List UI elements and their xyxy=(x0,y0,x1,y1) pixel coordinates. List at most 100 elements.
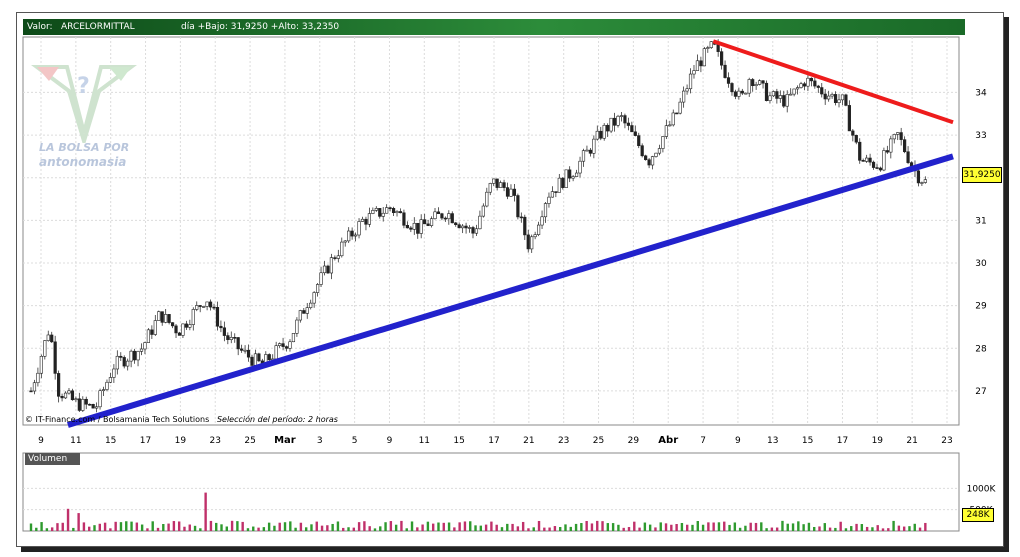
candle-body xyxy=(316,284,320,293)
candle-body xyxy=(353,234,358,237)
volume-bar xyxy=(818,526,821,531)
candle-body xyxy=(281,343,285,347)
candle-body xyxy=(295,319,299,334)
volume-bar xyxy=(93,525,96,531)
candle-body xyxy=(840,94,845,101)
candle-body xyxy=(195,305,199,310)
candle-body xyxy=(530,236,534,250)
volume-bar xyxy=(500,527,504,531)
candle-body xyxy=(554,191,558,193)
candle-body xyxy=(509,188,513,197)
volume-bar xyxy=(823,523,826,531)
credits-period: Selección del período: 2 horas xyxy=(216,415,338,424)
candle-body xyxy=(499,182,503,188)
candle-body xyxy=(761,80,765,84)
x-tick-label: 29 xyxy=(628,436,640,446)
x-tick-label: Abr xyxy=(658,435,678,446)
candle-body xyxy=(336,255,340,259)
candle-body xyxy=(903,139,907,153)
candle-body xyxy=(827,95,831,100)
volume-bar xyxy=(580,523,583,531)
volume-bar xyxy=(315,521,318,531)
candle-body xyxy=(657,148,662,154)
candle-body xyxy=(523,216,527,236)
candle-body xyxy=(685,88,689,92)
volume-label: Volumen xyxy=(25,453,80,465)
candle-body xyxy=(644,155,648,161)
volume-bar xyxy=(754,522,758,531)
volume-bar xyxy=(215,522,218,531)
candle-body xyxy=(205,301,209,307)
volume-bar xyxy=(611,523,615,531)
candle-body xyxy=(543,203,548,218)
volume-bar xyxy=(320,525,324,531)
candle-body xyxy=(813,80,817,87)
valor-label: Valor: xyxy=(27,22,53,32)
candle-body xyxy=(429,218,434,226)
candle-body xyxy=(454,222,458,226)
candle-body xyxy=(302,310,306,314)
candle-body xyxy=(650,156,655,166)
candle-body xyxy=(84,398,88,405)
candle-body xyxy=(426,223,430,226)
volume-bar xyxy=(167,523,170,531)
x-tick-label: 17 xyxy=(837,436,848,446)
candle-body xyxy=(105,381,109,390)
candle-body xyxy=(723,64,727,78)
candle-body xyxy=(720,51,724,66)
credits-source: © IT-Finance.com / Bolsamania Tech Solut… xyxy=(25,415,210,424)
volume-bar xyxy=(146,528,149,531)
candle-body xyxy=(678,101,682,114)
volume-bar xyxy=(405,528,408,531)
volume-bar xyxy=(553,526,557,531)
candle-body xyxy=(709,41,713,48)
candle-body xyxy=(792,88,796,95)
volume-bar xyxy=(56,523,59,531)
x-tick-label: 21 xyxy=(523,436,534,446)
candle-body xyxy=(284,346,289,349)
candle-body xyxy=(495,178,499,188)
volume-bar xyxy=(490,521,493,531)
volume-bar xyxy=(834,527,837,531)
candle-body xyxy=(861,160,865,162)
candle-body xyxy=(112,368,116,378)
volume-bar xyxy=(733,522,737,531)
y-tick-label: 30 xyxy=(975,259,987,269)
candle-body xyxy=(150,329,154,335)
volume-bar xyxy=(469,521,472,531)
candle-body xyxy=(360,218,365,222)
candle-body xyxy=(139,348,144,352)
volume-bar xyxy=(188,524,191,531)
candle-body xyxy=(671,112,675,126)
volume-bar xyxy=(458,522,461,531)
volume-bar xyxy=(352,527,356,531)
candle-body xyxy=(571,176,575,179)
candle-body xyxy=(688,73,693,90)
candle-body xyxy=(875,167,879,169)
logo: ? LA BOLSA POR antonomasia xyxy=(29,53,139,193)
candle-body xyxy=(764,82,769,102)
candle-body xyxy=(378,208,382,217)
candle-body xyxy=(837,99,841,104)
volume-bar xyxy=(664,523,668,531)
volume-bar xyxy=(310,524,313,531)
candle-body xyxy=(236,337,240,350)
candle-body xyxy=(626,122,630,126)
price-range: día +Bajo: 31,9250 +Alto: 33,2350 xyxy=(181,22,340,32)
candle-body xyxy=(191,309,195,325)
candle-body xyxy=(447,213,451,220)
volume-bar xyxy=(701,524,705,531)
volume-bar xyxy=(283,522,287,531)
candle-body xyxy=(661,136,665,149)
x-tick-label: 9 xyxy=(38,436,44,446)
chart-frame: Valor: ARCELORMITTAL día +Bajo: 31,9250 … xyxy=(16,12,1004,547)
volume-bar xyxy=(786,523,789,531)
volume-bar xyxy=(696,521,699,531)
volume-bar xyxy=(400,520,403,531)
candle-body xyxy=(461,225,465,229)
candle-body xyxy=(519,216,523,219)
x-tick-label: 11 xyxy=(419,436,430,446)
volume-bar xyxy=(140,524,144,531)
volume-bar xyxy=(103,522,107,531)
volume-bar xyxy=(686,524,689,531)
